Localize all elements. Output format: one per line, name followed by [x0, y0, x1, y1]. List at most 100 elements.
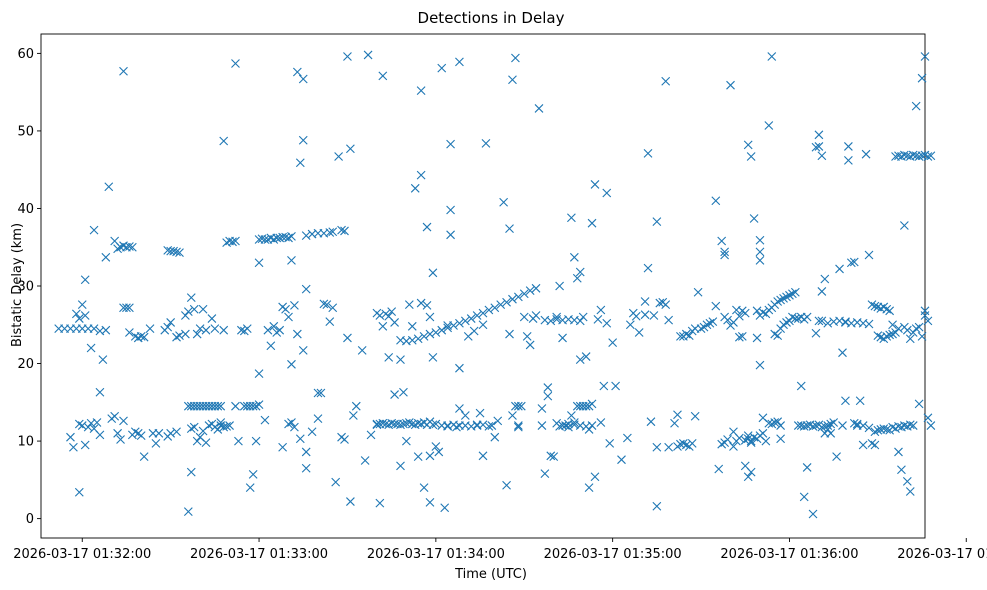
data-point	[219, 422, 229, 432]
data-point	[186, 293, 196, 303]
data-point	[189, 422, 199, 432]
data-point	[175, 331, 184, 341]
data-point	[838, 348, 847, 358]
data-point	[785, 290, 794, 300]
data-point	[829, 418, 839, 427]
data-point	[867, 300, 877, 309]
data-point	[295, 158, 305, 168]
data-point	[425, 312, 435, 322]
data-point	[325, 317, 335, 327]
data-point	[917, 332, 927, 341]
data-point	[508, 411, 517, 420]
data-point	[555, 421, 565, 431]
data-point	[337, 225, 346, 235]
data-point	[902, 477, 912, 486]
data-point	[558, 333, 567, 343]
data-point	[826, 428, 836, 438]
data-point	[808, 421, 818, 431]
data-point	[401, 436, 411, 446]
data-point	[422, 222, 432, 232]
data-point	[776, 295, 786, 305]
data-point	[481, 138, 491, 148]
data-point	[720, 250, 730, 260]
data-point	[773, 297, 783, 306]
data-point	[788, 312, 797, 322]
data-point	[236, 325, 246, 335]
data-point	[298, 345, 308, 355]
data-point	[540, 469, 550, 479]
data-point	[484, 305, 494, 315]
data-point	[752, 306, 762, 316]
data-point	[101, 325, 111, 335]
data-point	[867, 439, 877, 448]
data-point	[428, 420, 438, 430]
data-point	[584, 425, 594, 434]
data-point	[231, 236, 240, 246]
data-point	[346, 144, 355, 154]
data-point	[136, 431, 146, 441]
data-point	[346, 497, 355, 506]
data-point	[284, 419, 293, 429]
data-point	[902, 325, 912, 335]
data-point	[443, 321, 453, 330]
data-point	[755, 256, 765, 265]
data-point	[796, 381, 806, 391]
data-point	[86, 343, 96, 353]
data-point	[923, 413, 933, 423]
data-point	[201, 325, 211, 335]
data-point	[387, 307, 397, 316]
data-point	[260, 235, 270, 244]
data-point	[864, 250, 874, 260]
data-point	[396, 461, 405, 471]
data-point	[110, 411, 120, 421]
data-point	[183, 307, 193, 316]
data-point	[894, 447, 903, 457]
data-point	[567, 411, 576, 420]
data-point	[151, 439, 161, 448]
data-point	[543, 391, 553, 401]
data-point	[581, 352, 591, 361]
data-point	[664, 315, 674, 325]
data-point	[611, 381, 620, 391]
data-point	[472, 420, 482, 430]
data-point	[923, 316, 933, 326]
data-point	[390, 390, 399, 399]
data-point	[95, 387, 105, 397]
data-point	[814, 316, 824, 326]
data-point	[125, 242, 134, 251]
data-point	[77, 300, 87, 309]
data-point	[513, 422, 523, 432]
data-point	[914, 322, 924, 332]
data-point	[278, 442, 288, 452]
x-axis: 2026-03-17 01:32:00 2026-03-17 01:33:00 20…	[13, 538, 987, 562]
data-point	[743, 472, 753, 482]
data-point	[431, 442, 441, 451]
data-point	[708, 317, 718, 327]
data-point	[334, 152, 344, 161]
data-point	[172, 247, 181, 257]
data-point	[587, 218, 597, 228]
data-point	[799, 492, 809, 502]
data-point	[407, 321, 417, 331]
data-point	[578, 312, 588, 322]
data-point	[905, 487, 915, 496]
data-point	[920, 311, 930, 320]
data-point	[287, 359, 296, 369]
data-point	[643, 263, 653, 273]
data-point	[248, 401, 258, 411]
data-point	[534, 104, 544, 113]
data-point	[295, 434, 305, 444]
data-point	[525, 286, 535, 296]
data-point	[567, 213, 576, 223]
y-tick-label: 40	[17, 202, 34, 217]
data-point	[513, 401, 523, 411]
data-point	[254, 258, 264, 268]
data-point	[717, 236, 727, 246]
data-point	[764, 121, 774, 130]
data-point	[841, 396, 850, 406]
data-point	[811, 328, 821, 338]
data-point	[852, 419, 862, 429]
data-point	[325, 228, 335, 237]
data-point	[460, 411, 470, 420]
data-point	[634, 328, 644, 337]
